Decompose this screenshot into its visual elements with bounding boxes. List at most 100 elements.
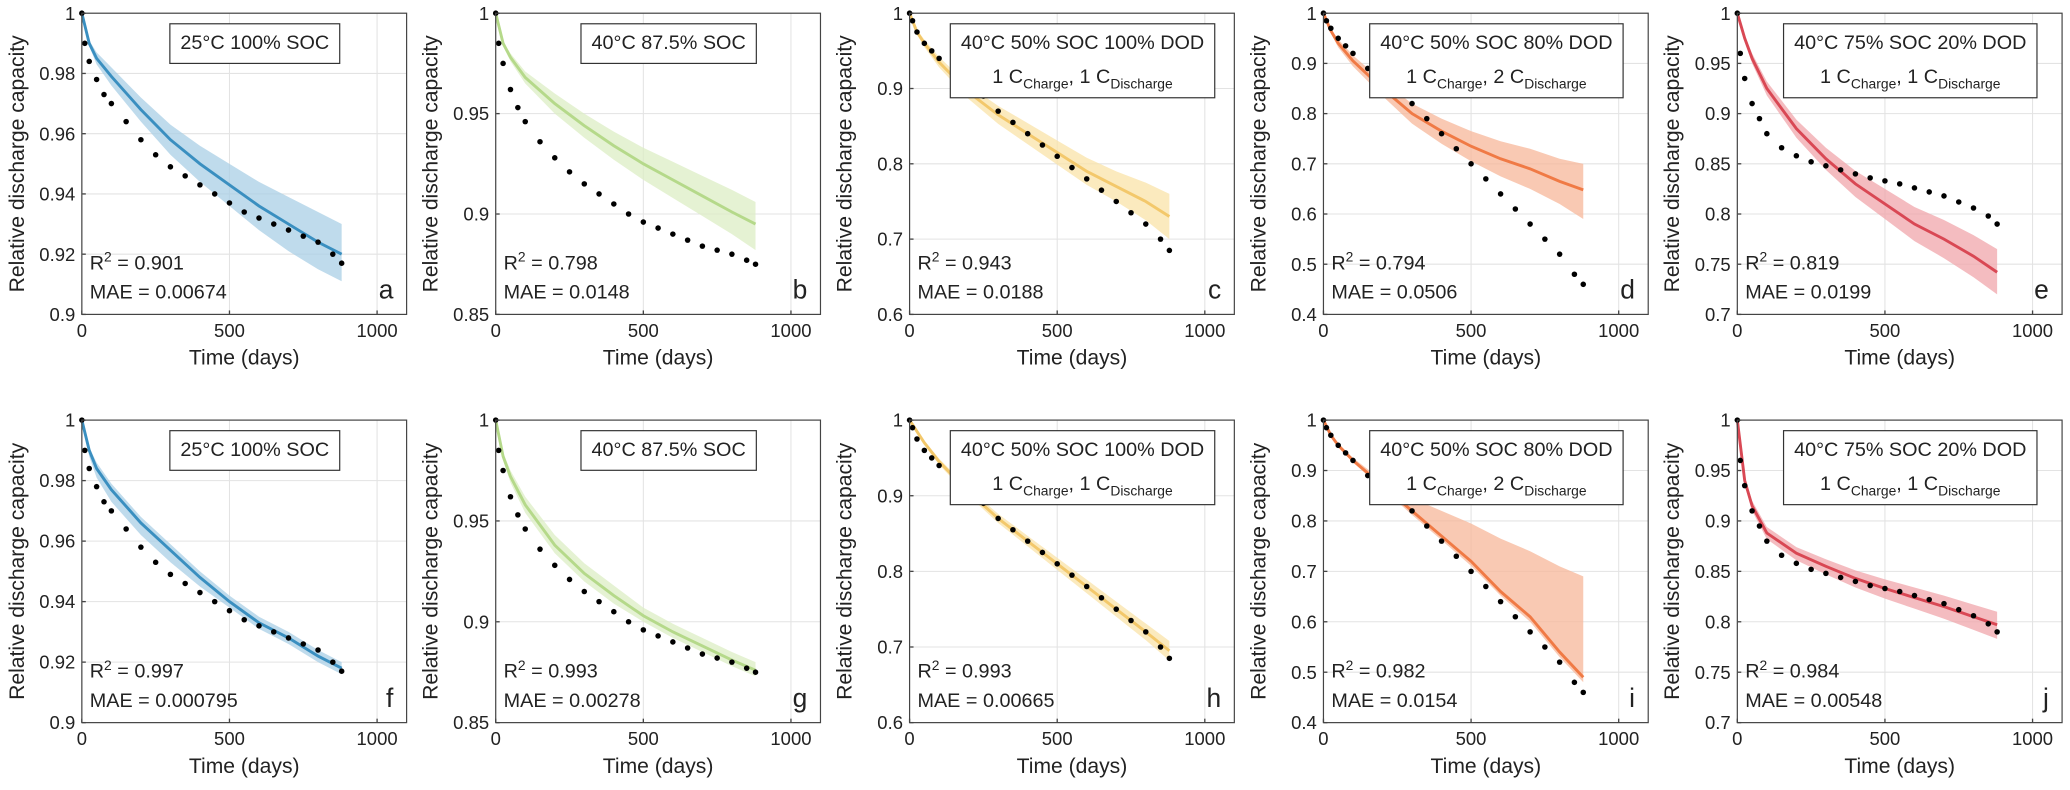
condition-box: 40°C 50% SOC 100% DOD 1 CCharge, 1 CDisch… — [949, 430, 1216, 506]
y-tick-label: 0.9 — [50, 712, 76, 733]
x-axis-label: Time (days) — [1017, 755, 1128, 778]
x-tick-label: 1000 — [1598, 320, 1639, 341]
data-point — [1342, 450, 1349, 456]
box-text: Discharge — [1938, 76, 2001, 92]
x-axis-label: Time (days) — [1431, 755, 1542, 778]
panel-letter: i — [1629, 683, 1635, 713]
mae-label: MAE = 0.0506 — [1331, 282, 1457, 304]
x-tick-label: 500 — [1456, 320, 1487, 341]
y-tick-label: 1 — [479, 410, 489, 431]
y-tick-label: 0.8 — [1705, 611, 1731, 632]
box-text: , 1 C — [1069, 66, 1111, 88]
x-tick-label: 0 — [491, 728, 501, 749]
y-tick-label: 0.9 — [1291, 460, 1317, 481]
data-point — [300, 233, 307, 239]
data-point — [1941, 193, 1947, 199]
condition-box: 40°C 87.5% SOC — [580, 23, 757, 65]
y-tick-label: 0.7 — [1705, 304, 1731, 325]
data-point — [226, 200, 233, 206]
data-point — [93, 483, 100, 490]
y-axis-label: Relative discharge capacity — [1661, 442, 1684, 699]
data-point — [1896, 181, 1903, 187]
data-point — [581, 588, 588, 595]
data-point — [338, 260, 345, 266]
data-point — [123, 526, 129, 532]
data-point — [1542, 644, 1548, 650]
box-text: , 1 C — [1069, 473, 1111, 495]
r2-superscript: 2 — [932, 249, 940, 265]
r2-label: R2 = 0.982 — [1331, 657, 1425, 683]
y-tick-label: 0.98 — [39, 63, 75, 84]
y-tick-label: 1 — [1307, 3, 1317, 24]
data-point — [1911, 592, 1918, 599]
box-frame — [580, 430, 757, 471]
data-point — [995, 108, 1001, 114]
r2-symbol: R — [504, 252, 518, 274]
panel: 0.85 0.9 0.95 1 0 500 1000 Time (days) Relative … — [420, 410, 822, 778]
box-text: Charge — [1023, 482, 1069, 498]
x-axis-label: Time (days) — [189, 347, 300, 370]
data-point — [655, 225, 661, 231]
data-point — [1098, 595, 1105, 601]
y-tick-label: 0.95 — [453, 103, 489, 124]
box-text: Charge — [1437, 482, 1483, 498]
data-point — [152, 152, 159, 158]
mae-value: 0.0188 — [983, 282, 1044, 304]
data-point — [1837, 574, 1844, 581]
data-point — [1737, 457, 1744, 464]
y-tick-label: 0.8 — [877, 153, 903, 174]
x-tick-label: 0 — [1318, 728, 1328, 749]
box-text: Charge — [1851, 482, 1897, 498]
data-point — [1778, 144, 1785, 151]
data-point — [338, 668, 345, 674]
box-line: 1 CCharge, 2 CDischarge — [1406, 66, 1587, 91]
box-text: 25°C 100% SOC — [180, 32, 329, 54]
data-point — [729, 251, 735, 257]
data-point — [315, 239, 321, 245]
data-point — [1128, 209, 1134, 216]
condition-box: 40°C 50% SOC 80% DOD 1 CCharge, 2 CDischa… — [1369, 430, 1624, 506]
y-tick-label: 1 — [1307, 410, 1317, 431]
y-tick-label: 0.95 — [1695, 460, 1731, 481]
data-point — [93, 76, 100, 83]
x-tick-label: 500 — [628, 728, 659, 749]
data-point — [101, 499, 107, 505]
x-tick-label: 1000 — [357, 320, 398, 341]
r2-equals: = — [940, 661, 963, 683]
data-point — [1808, 566, 1814, 573]
box-text: 1 C — [1820, 473, 1851, 495]
x-tick-label: 500 — [1456, 728, 1487, 749]
r2-label: R2 = 0.794 — [1331, 249, 1425, 275]
box-line: 25°C 100% SOC — [180, 439, 329, 461]
model-line — [494, 419, 757, 672]
box-line: 40°C 50% SOC 100% DOD — [961, 32, 1204, 54]
x-tick-label: 500 — [214, 728, 245, 749]
data-point — [507, 86, 514, 93]
box-text: Charge — [1851, 76, 1897, 92]
data-point — [1556, 659, 1563, 665]
y-tick-label: 0.85 — [1695, 153, 1731, 174]
r2-value: 0.984 — [1790, 661, 1840, 683]
panel: 0.9 0.92 0.94 0.96 0.98 1 0 500 1000 Time (days) R… — [6, 3, 408, 370]
mae-value: 0.00548 — [1811, 690, 1883, 712]
x-axis-label: Time (days) — [1844, 755, 1955, 778]
y-tick-label: 0.95 — [453, 511, 489, 532]
mae-value: 0.00674 — [155, 282, 227, 304]
r2-equals: = — [1767, 252, 1790, 274]
data-point — [537, 546, 543, 552]
data-point — [1808, 159, 1814, 165]
y-tick-label: 0.6 — [1291, 204, 1317, 225]
data-point — [1328, 432, 1334, 439]
y-axis-label: Relative discharge capacity — [834, 442, 857, 699]
condition-box: 40°C 50% SOC 100% DOD 1 CCharge, 1 CDisch… — [949, 23, 1216, 99]
data-point — [1424, 115, 1430, 122]
mae-label: MAE = 0.00674 — [90, 282, 227, 304]
x-tick-label: 1000 — [2012, 728, 2053, 749]
data-point — [1497, 191, 1504, 197]
data-point — [138, 544, 144, 550]
box-frame — [949, 23, 1216, 99]
data-point — [1737, 50, 1744, 57]
axes-frame — [1736, 12, 2063, 316]
data-point — [928, 455, 935, 461]
